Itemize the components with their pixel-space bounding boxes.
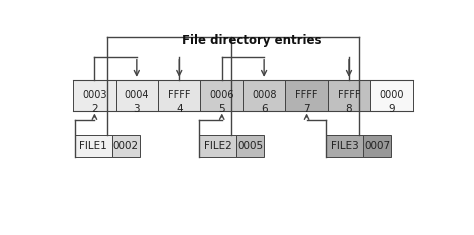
Bar [201, 80, 243, 111]
Bar [328, 80, 370, 111]
Bar [370, 80, 413, 111]
Text: 0008: 0008 [252, 90, 276, 100]
Text: 7: 7 [303, 104, 310, 114]
Text: 0005: 0005 [237, 141, 263, 151]
Text: 0002: 0002 [113, 141, 139, 151]
Text: 0004: 0004 [125, 90, 149, 100]
Text: FILE2: FILE2 [204, 141, 231, 151]
Text: FILE3: FILE3 [331, 141, 359, 151]
Text: 4: 4 [176, 104, 182, 114]
Text: 8: 8 [346, 104, 352, 114]
Bar [199, 135, 236, 157]
Text: 6: 6 [261, 104, 267, 114]
Bar [112, 135, 140, 157]
Bar [116, 80, 158, 111]
Text: FFFF: FFFF [338, 90, 360, 100]
Bar [285, 80, 328, 111]
Text: 3: 3 [134, 104, 140, 114]
Bar [75, 135, 112, 157]
Text: File directory entries: File directory entries [182, 34, 321, 47]
Bar [243, 80, 285, 111]
Text: FFFF: FFFF [295, 90, 318, 100]
Text: FILE1: FILE1 [80, 141, 107, 151]
Text: 0007: 0007 [365, 141, 391, 151]
Text: FFFF: FFFF [168, 90, 191, 100]
Bar [236, 135, 264, 157]
Text: 2: 2 [91, 104, 98, 114]
Text: 9: 9 [388, 104, 395, 114]
Bar [364, 135, 392, 157]
Text: 0000: 0000 [379, 90, 404, 100]
Text: 5: 5 [219, 104, 225, 114]
Bar [73, 80, 116, 111]
Text: 0006: 0006 [210, 90, 234, 100]
Bar [326, 135, 364, 157]
Text: 0003: 0003 [82, 90, 107, 100]
Bar [158, 80, 201, 111]
